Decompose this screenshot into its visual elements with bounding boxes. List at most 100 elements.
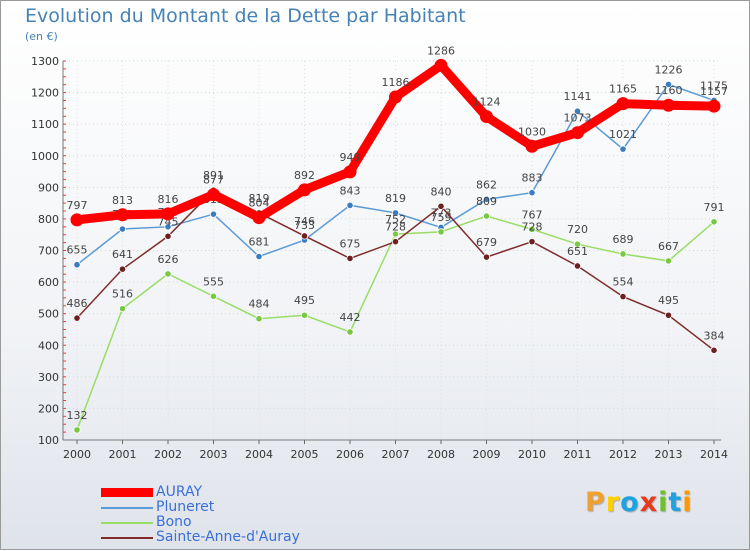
y-tick-label: 300	[38, 371, 59, 384]
data-label-auray: 1286	[427, 44, 455, 57]
data-label-auray: 813	[112, 194, 133, 207]
data-point-sainte-anne-d-auray	[528, 238, 536, 246]
data-point-pluneret	[209, 210, 218, 218]
y-tick-label: 900	[38, 181, 59, 194]
data-label-auray: 1186	[382, 76, 410, 89]
data-point-bono	[255, 315, 263, 323]
data-label-sainte-anne-d-auray: 819	[249, 192, 270, 205]
logo-letter: P	[585, 487, 606, 518]
data-label-bono: 484	[249, 298, 270, 311]
x-tick-label: 2009	[473, 448, 501, 461]
data-label-auray: 892	[294, 169, 315, 182]
data-label-auray: 1160	[655, 84, 683, 97]
data-label-bono: 495	[294, 294, 315, 307]
data-label-auray: 877	[203, 174, 224, 187]
legend-swatch	[101, 537, 153, 539]
chart-title: Evolution du Montant de la Dette par Hab…	[25, 5, 466, 27]
data-label-sainte-anne-d-auray: 641	[112, 248, 133, 261]
data-label-bono: 791	[704, 201, 725, 214]
data-point-sainte-anne-d-auray	[619, 293, 627, 301]
data-label-pluneret: 819	[385, 192, 406, 205]
data-label-bono: 442	[340, 311, 361, 324]
y-tick-label: 1100	[31, 118, 59, 131]
logo-letter: i	[658, 487, 669, 518]
data-point-pluneret	[482, 195, 491, 203]
y-tick-label: 1000	[31, 150, 59, 163]
data-point-bono	[391, 230, 400, 238]
data-point-bono	[528, 225, 536, 233]
data-label-sainte-anne-d-auray: 891	[203, 169, 224, 182]
data-point-bono	[118, 305, 127, 313]
data-point-auray	[343, 165, 357, 179]
data-label-bono: 132	[67, 409, 88, 422]
data-label-bono: 626	[158, 253, 179, 266]
data-label-bono: 516	[112, 288, 133, 301]
data-point-auray	[70, 213, 84, 227]
data-label-sainte-anne-d-auray: 745	[158, 215, 179, 228]
y-tick-label: 800	[38, 213, 59, 226]
data-label-auray: 797	[67, 199, 88, 212]
data-point-pluneret	[73, 261, 81, 269]
data-point-auray	[571, 126, 584, 140]
data-label-sainte-anne-d-auray: 728	[385, 221, 406, 234]
data-point-bono	[209, 292, 218, 300]
data-point-pluneret	[118, 225, 127, 233]
logo-letter: r	[605, 487, 621, 518]
x-tick-label: 2012	[609, 448, 637, 461]
chart-subtitle: (en €)	[25, 30, 58, 43]
data-point-bono	[710, 218, 718, 226]
data-point-sainte-anne-d-auray	[437, 202, 445, 210]
x-tick-label: 2004	[245, 448, 273, 461]
data-label-pluneret: 883	[522, 172, 543, 185]
data-label-auray: 949	[340, 151, 361, 164]
legend-swatch	[101, 507, 153, 509]
data-point-sainte-anne-d-auray	[664, 311, 673, 319]
x-tick-label: 2000	[63, 448, 91, 461]
x-tick-label: 2010	[518, 448, 546, 461]
x-tick-label: 2005	[291, 448, 319, 461]
data-label-auray: 816	[158, 193, 179, 206]
data-point-pluneret	[255, 252, 263, 261]
x-tick-label: 2007	[382, 448, 410, 461]
data-point-auray	[525, 139, 539, 153]
data-point-auray	[298, 183, 311, 197]
y-tick-label: 700	[38, 245, 59, 258]
data-label-sainte-anne-d-auray: 651	[567, 245, 588, 258]
data-point-sainte-anne-d-auray	[710, 346, 718, 354]
data-label-pluneret: 862	[476, 178, 497, 191]
data-label-pluneret: 1175	[700, 79, 728, 92]
data-label-auray: 1073	[564, 112, 592, 125]
data-point-auray	[707, 99, 721, 113]
data-label-auray: 1165	[609, 83, 637, 96]
data-point-bono	[482, 212, 491, 220]
data-point-auray	[434, 58, 448, 72]
data-point-bono	[573, 240, 582, 248]
data-label-sainte-anne-d-auray: 554	[613, 276, 634, 289]
legend-label: Bono	[156, 514, 192, 530]
legend-label: AURAY	[156, 484, 203, 500]
data-label-sainte-anne-d-auray: 675	[340, 237, 361, 250]
data-point-sainte-anne-d-auray	[346, 254, 354, 262]
data-label-pluneret: 1226	[655, 63, 683, 76]
logo-letter: o	[620, 487, 640, 518]
y-tick-label: 100	[38, 434, 59, 447]
logo-letter: x	[639, 487, 659, 518]
data-label-pluneret: 655	[67, 244, 88, 257]
x-tick-label: 2001	[109, 448, 137, 461]
y-tick-label: 1200	[31, 87, 59, 100]
data-label-bono: 555	[203, 275, 224, 288]
data-label-auray: 1030	[518, 125, 546, 138]
x-tick-label: 2003	[200, 448, 228, 461]
data-label-auray: 804	[249, 197, 270, 210]
data-label-sainte-anne-d-auray: 486	[67, 297, 88, 310]
data-point-auray	[389, 90, 402, 104]
data-point-bono	[437, 228, 445, 236]
y-tick-label: 500	[38, 308, 59, 321]
data-label-pluneret: 843	[340, 184, 361, 197]
data-label-pluneret: 1021	[609, 128, 637, 141]
legend-swatch	[101, 488, 153, 497]
data-point-sainte-anne-d-auray	[482, 253, 491, 261]
data-point-sainte-anne-d-auray	[118, 265, 127, 273]
